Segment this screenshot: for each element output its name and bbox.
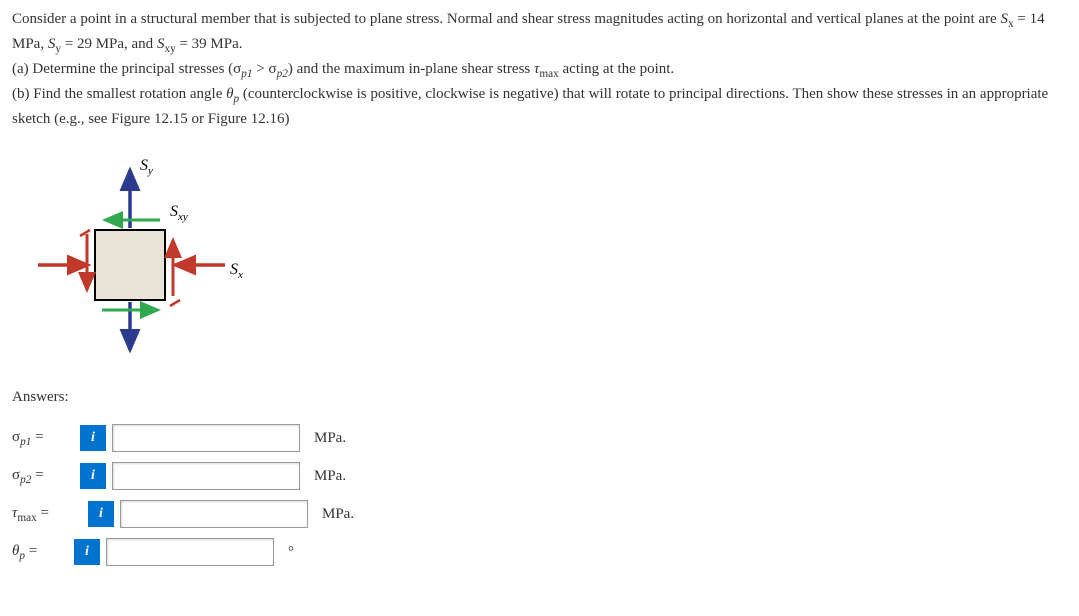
info-icon[interactable]: i (74, 539, 100, 565)
input-theta-p[interactable] (106, 538, 274, 566)
sub: max (539, 68, 558, 80)
stress-element (95, 230, 165, 300)
text: (a) Determine the principal stresses ( (12, 61, 233, 77)
unit-mpa: MPa. (322, 506, 354, 523)
unit-mpa: MPa. (314, 468, 346, 485)
info-icon[interactable]: i (80, 463, 106, 489)
input-sigma-p2[interactable] (112, 462, 300, 490)
val: 29 MPa, and (77, 36, 157, 52)
info-icon[interactable]: i (80, 425, 106, 451)
answers-heading: Answers: (12, 389, 1067, 406)
answer-row-sigma-p1: σp1 = i MPa. (12, 424, 1067, 452)
label-sy: Sy (140, 157, 153, 177)
text: Consider a point in a structural member … (12, 11, 1000, 27)
answer-row-theta-p: θp = i ° (12, 538, 1067, 566)
label-sigma-p2: σp2 = (12, 467, 68, 486)
sub: p2 (277, 68, 288, 80)
label-sx: Sx (230, 261, 243, 281)
stress-element-diagram: Sy Sxy Sx (20, 150, 1067, 365)
text: (b) Find the smallest rotation angle (12, 86, 226, 102)
label-tau-max: τmax = (12, 505, 68, 524)
info-icon[interactable]: i (88, 501, 114, 527)
unit-mpa: MPa. (314, 430, 346, 447)
label-theta-p: θp = (12, 543, 68, 562)
eq: = (1014, 11, 1030, 27)
text: ) and the maximum in-plane shear stress (288, 61, 534, 77)
answer-row-tau-max: τmax = i MPa. (12, 500, 1067, 528)
input-tau-max[interactable] (120, 500, 308, 528)
text: acting at the point. (559, 61, 674, 77)
val: 39 MPa. (192, 36, 243, 52)
sub: p1 (241, 68, 252, 80)
problem-statement: Consider a point in a structural member … (12, 8, 1067, 130)
sub: xy (164, 43, 175, 55)
sigma: σ (268, 61, 276, 77)
unit-degree: ° (288, 544, 294, 561)
label-sxy: Sxy (170, 203, 188, 223)
input-sigma-p1[interactable] (112, 424, 300, 452)
eq: = (61, 36, 77, 52)
var-sx: S (1000, 11, 1008, 27)
eq: = (176, 36, 192, 52)
answer-row-sigma-p2: σp2 = i MPa. (12, 462, 1067, 490)
label-sigma-p1: σp1 = (12, 429, 68, 448)
gt: > (253, 61, 269, 77)
theta: θ (226, 86, 233, 102)
